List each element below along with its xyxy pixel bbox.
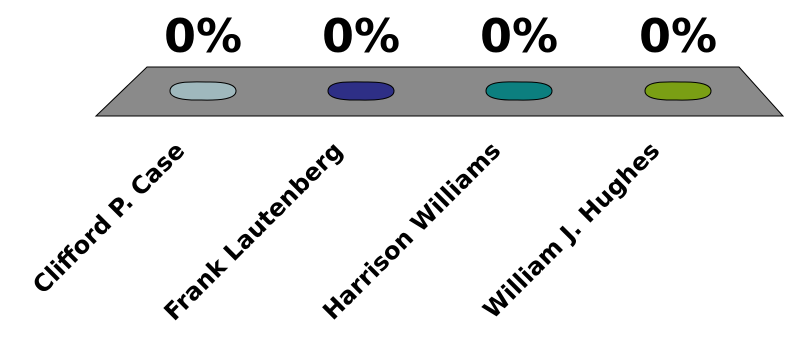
- bar-top: [169, 81, 237, 101]
- chart-value-labels: 0% 0% 0% 0%: [164, 9, 717, 63]
- chart-floor: [94, 66, 785, 117]
- category-label-2: Frank Lautenberg: [159, 136, 349, 326]
- bar-4: [644, 81, 712, 101]
- value-label-1: 0%: [164, 9, 242, 63]
- category-label-3: Harrison Williams: [317, 136, 506, 325]
- bar-1: [169, 81, 237, 101]
- bar-top: [485, 81, 553, 101]
- category-label-1: Clifford P. Case: [27, 136, 190, 299]
- value-label-2: 0%: [322, 9, 400, 63]
- category-label-4: William J. Hughes: [478, 136, 666, 324]
- bar-2: [327, 81, 395, 101]
- bar-top: [327, 81, 395, 101]
- bar-top: [644, 81, 712, 101]
- value-label-3: 0%: [480, 9, 558, 63]
- bar-3: [485, 81, 553, 101]
- value-label-4: 0%: [639, 9, 717, 63]
- chart-marks: [169, 81, 712, 101]
